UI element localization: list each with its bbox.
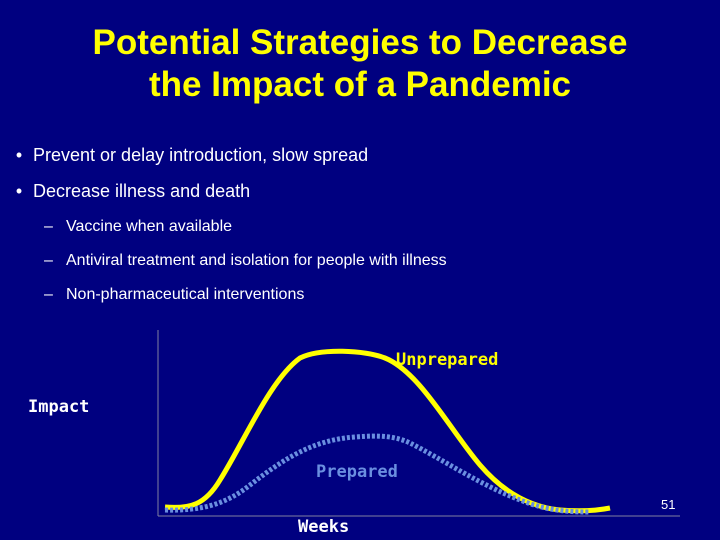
slide-title: Potential Strategies to Decrease the Imp… xyxy=(0,22,720,106)
sub-bullet: – Vaccine when available xyxy=(44,218,233,235)
bullet: • Prevent or delay introduction, slow sp… xyxy=(15,145,369,165)
bullet-text: Prevent or delay introduction, slow spre… xyxy=(33,145,369,165)
sub-bullet-text: Non-pharmaceutical interventions xyxy=(66,286,305,303)
bullet: • Decrease illness and death xyxy=(15,181,251,201)
curve-label: Unprepared xyxy=(396,350,498,370)
sub-bullet: – Antiviral treatment and isolation for p… xyxy=(44,252,447,269)
sub-bullet: – Non-pharmaceutical interventions xyxy=(44,286,305,303)
unprepared-curve xyxy=(164,348,611,514)
title-line: Potential Strategies to Decrease xyxy=(92,23,628,62)
prepared-curve xyxy=(164,433,591,515)
title-line: the Impact of a Pandemic xyxy=(148,65,572,104)
bullet-text: Decrease illness and death xyxy=(33,181,251,201)
y-axis-label: Impact xyxy=(28,397,89,417)
curve-label: Prepared xyxy=(316,462,398,482)
page-number: 51 xyxy=(661,497,675,512)
x-axis-label: Weeks xyxy=(298,517,349,537)
sub-bullet-text: Vaccine when available xyxy=(66,218,233,235)
sub-bullet-text: Antiviral treatment and isolation for pe… xyxy=(66,252,447,269)
